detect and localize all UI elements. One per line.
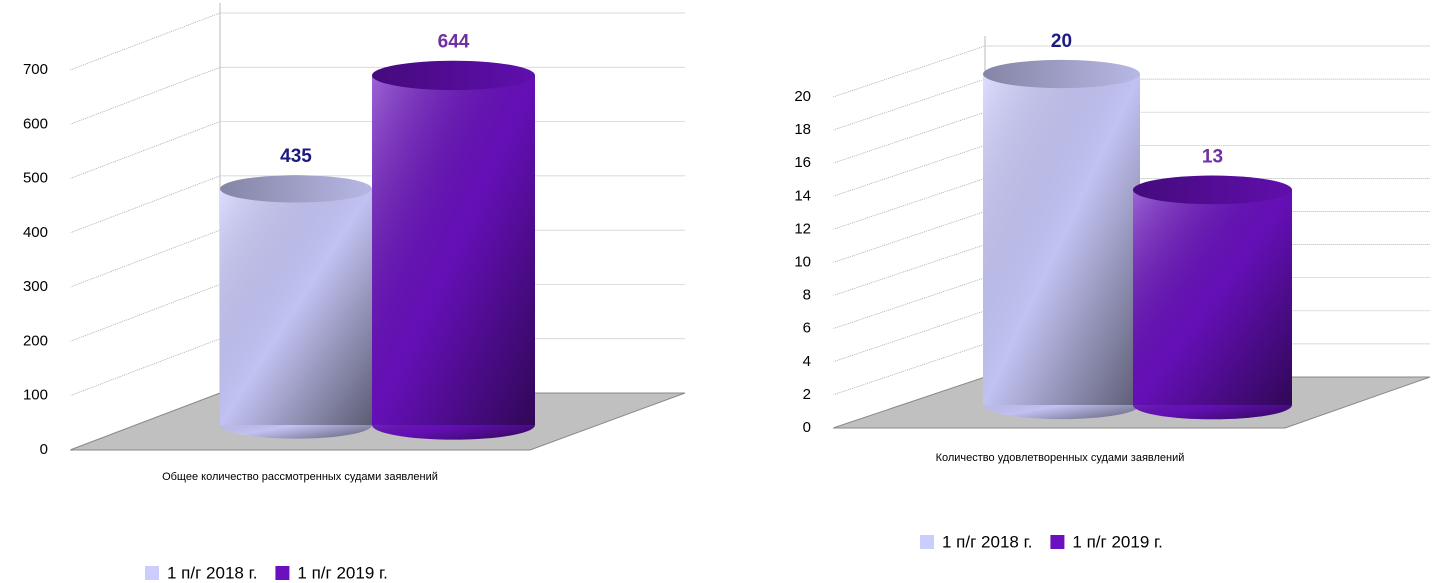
y-tick-label: 4: [803, 353, 811, 370]
legend-label: 1 п/г 2019 г.: [1072, 532, 1162, 551]
bar-shade: [220, 188, 372, 425]
y-tick-label: 200: [23, 332, 48, 349]
y-tick-label: 10: [794, 253, 811, 270]
legend-swatch: [920, 535, 934, 549]
cylinder-top-shade: [372, 60, 535, 91]
legend-label: 1 п/г 2018 г.: [167, 563, 257, 582]
grid-line: [69, 12, 685, 71]
y-tick-label: 400: [23, 224, 48, 241]
cylinder-top-shade: [220, 175, 372, 203]
cylinder-top-shade: [983, 59, 1140, 89]
legend-swatch: [275, 566, 290, 580]
y-tick-label: 2: [803, 386, 811, 403]
grid-line: [832, 45, 1430, 98]
value-label: 644: [438, 32, 470, 53]
bar-shade: [372, 75, 535, 426]
legend-swatch: [145, 566, 159, 580]
category-label: Общее количество рассмотренных судами за…: [162, 471, 438, 483]
value-label: 20: [1051, 31, 1072, 52]
y-tick-label: 0: [40, 441, 48, 458]
y-tick-label: 12: [794, 220, 811, 237]
y-tick-label: 500: [23, 170, 48, 187]
bar-shade: [1133, 189, 1292, 405]
y-tick-label: 300: [23, 278, 48, 295]
y-tick-label: 100: [23, 387, 48, 404]
value-label: 13: [1202, 147, 1223, 168]
y-tick-label: 600: [23, 115, 48, 132]
legend-swatch: [1050, 535, 1065, 549]
bar-shade: [983, 74, 1140, 405]
grid-line: [69, 66, 685, 125]
y-tick-label: 6: [803, 320, 811, 337]
y-tick-label: 18: [794, 121, 811, 138]
y-tick-label: 20: [794, 88, 811, 105]
legend-label: 1 п/г 2018 г.: [942, 532, 1032, 551]
y-tick-label: 0: [803, 419, 811, 436]
cylinder-top-shade: [1133, 175, 1292, 205]
value-label: 435: [280, 146, 312, 167]
y-tick-label: 16: [794, 154, 811, 171]
category-label: Количество удовлетворенных судами заявле…: [936, 452, 1185, 464]
y-tick-label: 8: [803, 287, 811, 304]
y-tick-label: 14: [794, 187, 811, 204]
legend-label: 1 п/г 2019 г.: [297, 563, 387, 582]
y-tick-label: 700: [23, 61, 48, 78]
